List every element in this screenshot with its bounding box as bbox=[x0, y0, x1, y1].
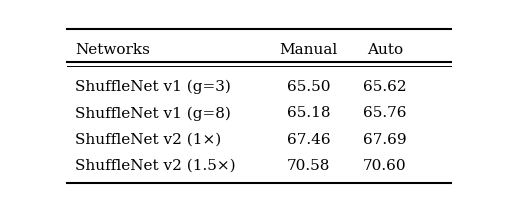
Text: ShuffleNet v2 (1×): ShuffleNet v2 (1×) bbox=[75, 132, 221, 146]
Text: Networks: Networks bbox=[75, 43, 149, 57]
Text: ShuffleNet v2 (1.5×): ShuffleNet v2 (1.5×) bbox=[75, 159, 235, 173]
Text: Manual: Manual bbox=[279, 43, 337, 57]
Text: 67.46: 67.46 bbox=[286, 132, 329, 146]
Text: 65.76: 65.76 bbox=[363, 106, 406, 120]
Text: 65.50: 65.50 bbox=[286, 80, 329, 94]
Text: 70.58: 70.58 bbox=[286, 159, 329, 173]
Text: ShuffleNet v1 (g=8): ShuffleNet v1 (g=8) bbox=[75, 106, 230, 121]
Text: 67.69: 67.69 bbox=[362, 132, 406, 146]
Text: 65.18: 65.18 bbox=[286, 106, 329, 120]
Text: Auto: Auto bbox=[366, 43, 402, 57]
Text: 65.62: 65.62 bbox=[362, 80, 406, 94]
Text: 70.60: 70.60 bbox=[362, 159, 406, 173]
Text: ShuffleNet v1 (g=3): ShuffleNet v1 (g=3) bbox=[75, 80, 230, 94]
